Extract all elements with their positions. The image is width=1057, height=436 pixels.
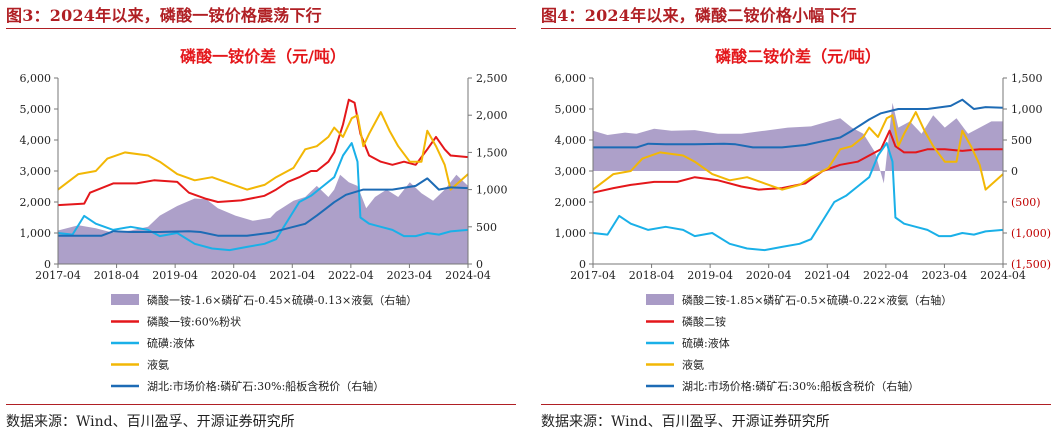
- y-tick-right: 1,500: [1011, 72, 1043, 85]
- y-tick-left: 2,000: [555, 196, 587, 209]
- x-tick: 2023-04: [387, 269, 433, 282]
- chart-title: 磷酸一铵价差（元/吨）: [180, 47, 346, 66]
- figure-panel-right: 图4：2024年以来，磷酸二铵价格小幅下行 磷酸二铵价差（元/吨） 0 1,000 2…: [541, 0, 1057, 436]
- y-tick-right: (1,500): [1011, 258, 1051, 271]
- legend-label: 硫磺:液体: [147, 336, 195, 350]
- legend-label: 液氨: [147, 358, 169, 372]
- y-tick-right: 500: [476, 221, 497, 234]
- title-rule: [6, 28, 516, 29]
- series-line: [57, 111, 469, 191]
- title-rule: [541, 28, 1051, 29]
- y-tick-right: 0: [476, 258, 483, 271]
- y-tick-right: (1,000): [1011, 227, 1051, 240]
- legend-label: 磷酸一铵:60%粉状: [147, 315, 241, 329]
- y-tick-right: 0: [1011, 165, 1018, 178]
- source-note: 数据来源：Wind、百川盈孚、开源证券研究所: [541, 414, 830, 430]
- y-tick-left: 4,000: [555, 134, 587, 147]
- legend-label: 磷酸二铵-1.85×磷矿石-0.5×硫磺-0.22×液氨（右轴）: [682, 293, 952, 307]
- y-tick-left: 3,000: [20, 165, 52, 178]
- y-tick-right: 500: [1011, 134, 1032, 147]
- y-tick-right: 1,000: [476, 184, 508, 197]
- x-tick: 2023-04: [922, 269, 968, 282]
- series-line: [57, 142, 469, 252]
- x-tick: 2022-04: [863, 269, 909, 282]
- y-tick-right: 1,500: [476, 146, 508, 159]
- legend-label: 湖北:市场价格:磷矿石:30%:船板含税价（右轴）: [682, 379, 919, 393]
- legend-label: 湖北:市场价格:磷矿石:30%:船板含税价（右轴）: [147, 379, 384, 393]
- y-tick-left: 6,000: [555, 72, 587, 85]
- chart-area: 磷酸一铵价差（元/吨） 0 1,000 2,000 3,000 4,000 5,000 6,0…: [20, 47, 508, 393]
- x-tick: 2019-04: [152, 269, 198, 282]
- x-tick: 2019-04: [687, 269, 733, 282]
- x-tick: 2017-04: [570, 269, 616, 282]
- y-tick-left: 3,000: [555, 165, 587, 178]
- x-tick: 2018-04: [94, 269, 140, 282]
- source-rule: [6, 404, 516, 405]
- source-rule: [541, 404, 1051, 405]
- x-tick: 2021-04: [269, 269, 315, 282]
- x-tick: 2020-04: [746, 269, 792, 282]
- series-line: [592, 142, 1004, 252]
- y-tick-left: 2,000: [20, 196, 52, 209]
- figure-title: 图4：2024年以来，磷酸二铵价格小幅下行: [541, 6, 857, 25]
- chart-area: 磷酸二铵价差（元/吨） 0 1,000 2,000 3,000 4,000 5,000 6,0…: [555, 47, 1052, 393]
- x-tick: 2022-04: [328, 269, 374, 282]
- y-tick-right: (500): [1011, 196, 1041, 209]
- legend-swatch: [111, 294, 139, 305]
- y-tick-left: 0: [579, 258, 586, 271]
- series-line: [57, 98, 469, 207]
- series-line: [58, 177, 469, 237]
- legend-label: 磷酸一铵-1.6×磷矿石-0.45×硫磺-0.13×液氨（右轴）: [147, 293, 417, 307]
- series-area: [58, 174, 468, 264]
- legend-swatch: [646, 294, 674, 305]
- legend-label: 液氨: [682, 358, 704, 372]
- x-tick: 2018-04: [629, 269, 675, 282]
- x-tick: 2021-04: [804, 269, 850, 282]
- x-tick: 2020-04: [211, 269, 257, 282]
- y-tick-left: 1,000: [555, 227, 587, 240]
- x-tick: 2024-04: [445, 269, 491, 282]
- y-tick-right: 2,500: [476, 72, 508, 85]
- y-tick-left: 5,000: [555, 103, 587, 116]
- y-tick-left: 6,000: [20, 72, 52, 85]
- source-note: 数据来源：Wind、百川盈孚、开源证券研究所: [6, 414, 295, 430]
- y-tick-left: 4,000: [20, 134, 52, 147]
- x-tick: 2017-04: [35, 269, 81, 282]
- legend-label: 硫磺:液体: [682, 336, 730, 350]
- y-tick-left: 5,000: [20, 103, 52, 116]
- y-tick-right: 1,000: [1011, 103, 1043, 116]
- y-tick-left: 0: [44, 258, 51, 271]
- legend-label: 磷酸二铵: [682, 315, 726, 329]
- x-tick: 2024-04: [980, 269, 1026, 282]
- y-tick-left: 1,000: [20, 227, 52, 240]
- figure-title: 图3：2024年以来，磷酸一铵价格震荡下行: [6, 6, 322, 25]
- series-line: [593, 98, 1004, 149]
- series-line: [592, 129, 1003, 194]
- series-line: [592, 111, 1004, 191]
- figure-panel-left: 图3：2024年以来，磷酸一铵价格震荡下行 磷酸一铵价差（元/吨） 0 1,000 2…: [6, 0, 522, 436]
- chart-title: 磷酸二铵价差（元/吨）: [715, 47, 881, 66]
- y-tick-right: 2,000: [476, 109, 508, 122]
